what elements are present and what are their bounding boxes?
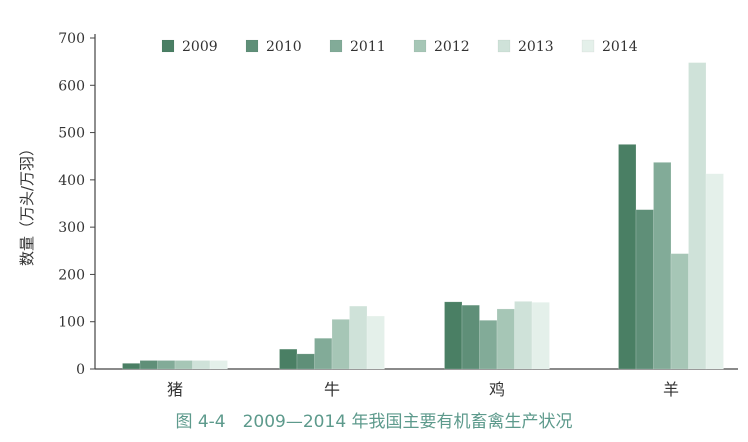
bar	[444, 301, 463, 370]
bar	[209, 360, 228, 370]
x-axis-labels: 猪牛鸡羊	[167, 380, 679, 399]
bar-group	[122, 360, 228, 370]
bar	[531, 302, 550, 370]
bar	[139, 360, 158, 370]
legend-item: 2011	[329, 39, 386, 55]
bar	[705, 173, 724, 370]
legend-label: 2014	[602, 39, 638, 55]
bar	[192, 360, 211, 370]
legend-item: 2012	[413, 39, 470, 55]
y-tick-label: 300	[58, 220, 85, 236]
legend-item: 2013	[497, 39, 554, 55]
y-axis-title: 数量（万头/万羽）	[18, 141, 36, 266]
y-tick-label: 700	[58, 31, 85, 47]
bar	[157, 360, 176, 370]
legend-swatch	[161, 39, 175, 53]
y-axis-title-group: 数量（万头/万羽）	[18, 141, 36, 266]
legend-swatch	[245, 39, 259, 53]
legend-label: 2011	[350, 39, 386, 55]
bar	[279, 348, 298, 370]
bar	[496, 308, 515, 370]
legend-swatch	[413, 39, 427, 53]
bar	[635, 209, 654, 370]
legend-item: 2009	[161, 39, 218, 55]
y-tick-label: 0	[76, 362, 85, 378]
bar	[296, 353, 315, 370]
x-category-label: 鸡	[489, 380, 505, 399]
legend-label: 2009	[182, 39, 218, 55]
y-tick-label: 600	[58, 78, 85, 94]
bar	[653, 162, 672, 370]
bar	[314, 338, 333, 370]
bar	[461, 304, 480, 370]
figure-caption: 图 4-4 2009—2014 年我国主要有机畜禽生产状况	[175, 412, 573, 432]
legend-swatch	[581, 39, 595, 53]
legend-label: 2013	[518, 39, 554, 55]
bar	[122, 363, 141, 370]
legend-label: 2012	[434, 39, 470, 55]
bar	[331, 319, 350, 370]
y-tick-label: 500	[58, 126, 85, 142]
x-category-label: 牛	[324, 380, 340, 399]
x-category-label: 羊	[663, 380, 679, 399]
bar	[688, 62, 707, 370]
legend-swatch	[329, 39, 343, 53]
y-tick-label: 200	[58, 267, 85, 283]
y-axis-ticks: 0 100 200 300 400 500 600 700	[58, 31, 95, 378]
y-tick-label: 100	[58, 315, 85, 331]
bar	[349, 305, 368, 370]
bar	[618, 144, 637, 370]
bar	[670, 253, 689, 370]
y-tick-label: 400	[58, 173, 85, 189]
bar	[366, 315, 385, 370]
bars	[122, 62, 724, 370]
bar-group	[618, 62, 724, 370]
bar	[514, 301, 533, 370]
legend-label: 2010	[266, 39, 302, 55]
bar	[479, 320, 498, 370]
bar	[174, 360, 193, 370]
legend: 2009 2010 2011 2012 2013 2014	[161, 39, 638, 55]
x-category-label: 猪	[167, 380, 183, 399]
bar-group	[279, 305, 385, 370]
legend-swatch	[497, 39, 511, 53]
legend-item: 2010	[245, 39, 302, 55]
legend-item: 2014	[581, 39, 638, 55]
bar-group	[444, 301, 550, 370]
